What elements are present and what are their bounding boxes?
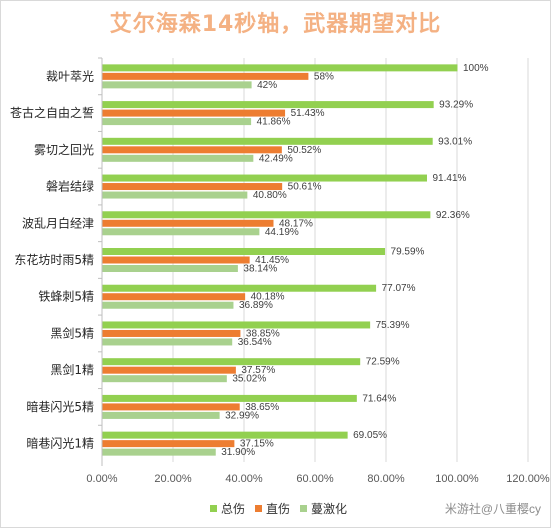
data-label: 50.52% [287,145,321,156]
category-label: 苍古之自由之誓 [10,105,94,120]
data-label: 79.59% [391,247,425,258]
bar-总伤 [102,101,434,109]
bar-蔓激化 [102,301,234,309]
data-label: 38.14% [243,264,277,275]
x-tick-label: 20.00% [154,473,192,485]
legend-swatch [300,505,308,512]
bar-蔓激化 [102,375,227,383]
data-label: 93.29% [439,100,473,111]
bar-总伤 [102,174,428,182]
data-label: 91.41% [433,173,467,184]
bar-蔓激化 [102,81,252,89]
bar-直伤 [102,109,286,117]
x-tick-label: 120.00% [506,473,550,485]
category-label: 暗巷闪光1精 [26,436,94,451]
bar-直伤 [102,440,235,448]
data-label: 100% [463,63,489,74]
bar-蔓激化 [102,118,252,126]
data-label: 41.45% [255,255,289,266]
bar-蔓激化 [102,411,220,419]
bar-总伤 [102,394,357,402]
x-tick-label: 0.00% [86,473,117,485]
category-label: 波乱月白经津 [22,215,94,230]
legend-label: 直伤 [266,502,291,516]
bar-直伤 [102,329,241,337]
data-label: 75.39% [376,320,410,331]
data-label: 38.65% [245,402,279,413]
x-tick-label: 40.00% [225,473,263,485]
data-label: 36.89% [239,300,273,311]
data-label: 37.57% [241,365,275,376]
category-label: 东花坊时雨5精 [14,252,94,267]
bar-直伤 [102,403,240,411]
data-label: 31.90% [221,447,255,458]
data-label: 37.15% [240,439,274,450]
bar-总伤 [102,64,458,72]
legend-item: 总伤 [210,500,245,517]
bar-蔓激化 [102,154,254,162]
data-label: 71.64% [362,393,396,404]
x-tick-label: 60.00% [296,473,334,485]
data-label: 93.01% [438,136,472,147]
data-label: 58% [314,71,334,82]
bar-直伤 [102,219,274,227]
watermark: 米游社@八重樱cy [444,502,541,516]
bar-直伤 [102,366,236,374]
legend-label: 总伤 [221,502,246,516]
data-label: 32.99% [225,410,259,421]
data-label: 77.07% [382,283,416,294]
category-label: 暗巷闪光5精 [26,399,94,414]
data-label: 40.80% [253,190,287,201]
bar-蔓激化 [102,338,233,346]
data-label: 50.61% [288,182,322,193]
bar-直伤 [102,72,309,80]
data-label: 36.54% [238,337,272,348]
bar-蔓激化 [102,448,216,456]
data-label: 38.85% [246,328,280,339]
category-label: 铁蜂刺5精 [38,290,94,304]
bar-总伤 [102,321,371,329]
category-label: 裁叶萃光 [46,69,94,83]
bar-蔓激化 [102,265,238,272]
chart-legend: 总伤 直伤 蔓激化 [210,500,347,517]
bar-总伤 [102,248,386,255]
bar-总伤 [102,211,431,219]
bar-直伤 [102,146,282,154]
data-label: 40.18% [251,292,285,303]
data-label: 44.19% [265,227,299,238]
category-label: 黑剑5精 [50,325,94,340]
category-label: 雾切之回光 [34,143,94,157]
x-tick-label: 80.00% [367,473,405,485]
bar-总伤 [102,137,433,145]
bar-直伤 [102,293,246,301]
bar-直伤 [102,256,250,264]
bar-总伤 [102,284,377,292]
bar-总伤 [102,358,361,366]
legend-swatch [210,505,217,512]
category-label: 磐岩结绿 [46,179,94,194]
bar-直伤 [102,183,283,191]
bar-蔓激化 [102,191,248,199]
bar-蔓激化 [102,228,260,236]
category-label: 黑剑1精 [50,362,94,377]
data-label: 92.36% [436,210,470,221]
data-label: 35.02% [232,374,266,385]
data-label: 41.86% [257,117,291,128]
legend-item: 蔓激化 [300,500,347,517]
legend-swatch [255,505,263,512]
data-label: 69.05% [353,430,387,441]
data-label: 42.49% [259,153,293,164]
bar-总伤 [102,431,348,439]
data-label: 72.59% [366,357,400,368]
data-label: 42% [257,80,277,91]
legend-label: 蔓激化 [311,502,348,516]
data-label: 51.43% [291,108,325,119]
x-tick-label: 100.00% [435,473,479,485]
chart-title: 艾尔海森14秒轴，武器期望对比 [109,12,442,37]
data-label: 48.17% [279,218,313,229]
legend-item: 直伤 [255,500,290,517]
